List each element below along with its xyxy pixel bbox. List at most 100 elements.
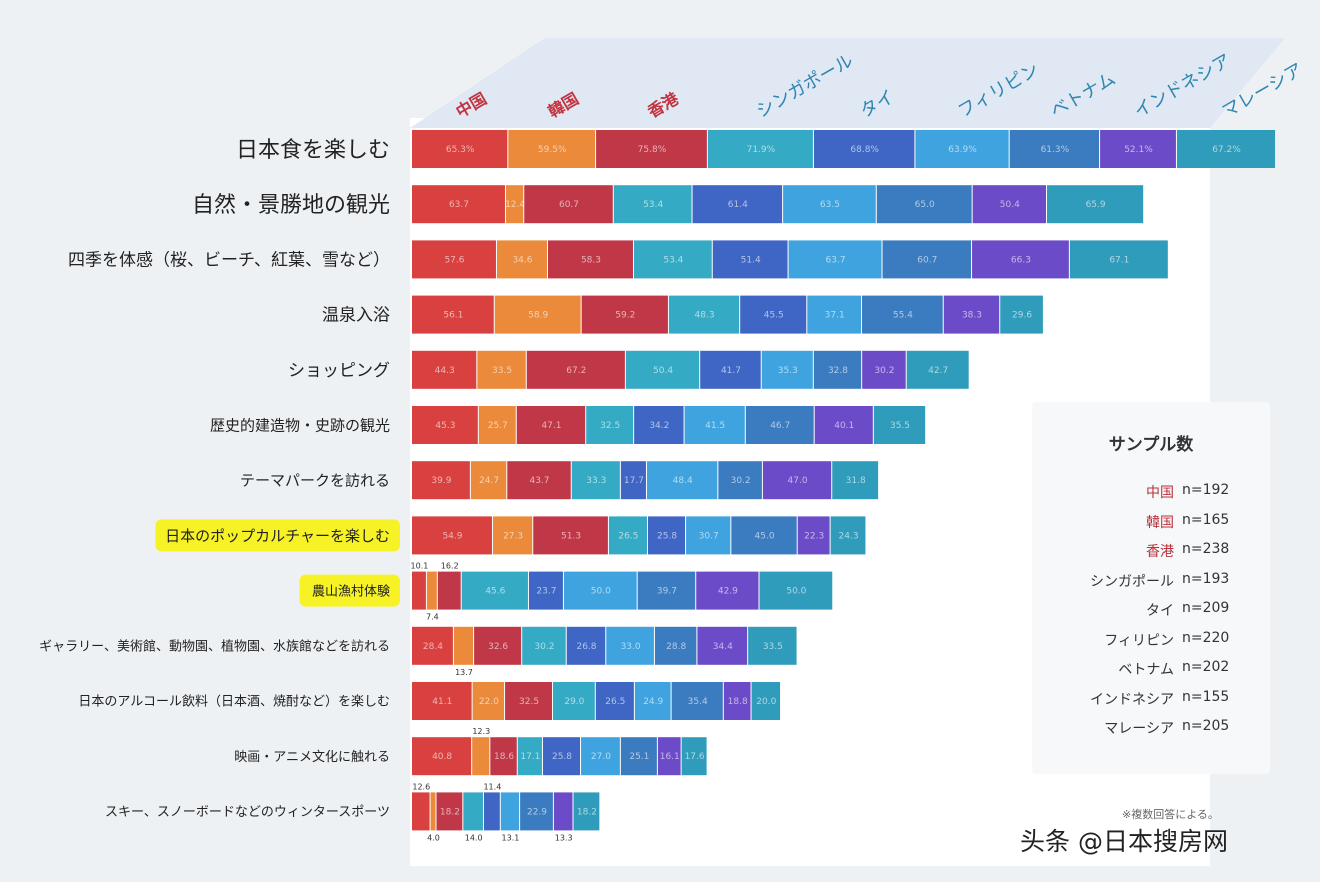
- data-label: 22.3: [804, 531, 824, 541]
- data-label: 58.3: [581, 255, 601, 265]
- data-label: 13.1: [502, 833, 520, 842]
- bar-segment: [634, 682, 671, 720]
- data-label: 51.4: [741, 255, 761, 265]
- bar-segment: [412, 406, 478, 444]
- bar-segment: [862, 350, 906, 389]
- bar-segment: [637, 571, 696, 610]
- data-label: 57.6: [444, 255, 464, 265]
- bar-segment: [972, 185, 1046, 224]
- data-label: 51.3: [561, 531, 581, 541]
- bar-segment: [648, 516, 686, 555]
- bar-segment: [571, 461, 620, 500]
- bar-segment: [412, 350, 477, 389]
- data-label: 12.6: [412, 782, 430, 791]
- data-label: 50.4: [653, 366, 673, 376]
- bar-segment: [563, 571, 637, 610]
- data-label: 32.8: [828, 366, 848, 376]
- bar-segment: [745, 406, 814, 444]
- bar-segment: [507, 461, 571, 500]
- bar-segment: [581, 737, 620, 776]
- data-label: 58.9: [528, 311, 548, 321]
- data-label: 45.6: [485, 587, 505, 597]
- data-label: 47.1: [541, 421, 561, 431]
- data-label: 39.7: [657, 587, 677, 597]
- data-label: 50.4: [1000, 200, 1020, 210]
- bar-segment: [634, 406, 684, 444]
- data-label: 63.9%: [948, 145, 977, 155]
- data-label: 25.8: [657, 531, 677, 541]
- category-label: 日本のアルコール飲料（日本酒、焼酎など）を楽しむ: [78, 694, 390, 710]
- data-label: 47.0: [788, 476, 808, 486]
- category-label: スキー、スノーボードなどのウィンタースポーツ: [105, 805, 390, 820]
- bar-segment: [1009, 130, 1100, 168]
- data-label: 32.6: [488, 642, 508, 652]
- data-label: 17.1: [520, 752, 540, 762]
- data-label: 45.0: [755, 531, 775, 541]
- bar-segment: [478, 406, 516, 444]
- data-label: 11.4: [483, 782, 501, 791]
- data-label: 67.2%: [1212, 145, 1241, 155]
- data-label: 67.1: [1109, 255, 1129, 265]
- bar-segment: [625, 350, 700, 389]
- bar-segment: [606, 626, 654, 665]
- category-label: 日本のポップカルチャーを楽しむ: [165, 527, 390, 545]
- data-label: 53.4: [663, 255, 683, 265]
- bar-segment: [731, 516, 797, 555]
- data-label: 23.7: [536, 587, 556, 597]
- bar-segment: [472, 737, 490, 776]
- data-label: 18.2: [440, 807, 460, 817]
- legend-item: タイ n=209: [1032, 600, 1270, 626]
- data-label: 17.7: [624, 476, 644, 486]
- legend-count: n=193: [1182, 570, 1230, 587]
- bar-segment: [566, 626, 606, 665]
- data-label: 12.3: [472, 727, 490, 736]
- data-label: 32.5: [519, 697, 539, 707]
- header-band: [410, 38, 1285, 128]
- data-label: 66.3: [1011, 255, 1031, 265]
- data-label: 24.3: [839, 531, 859, 541]
- bar-segment: [595, 682, 634, 720]
- data-label: 38.3: [962, 311, 982, 321]
- data-label: 33.3: [586, 476, 606, 486]
- data-label: 40.8: [432, 752, 452, 762]
- bar-segment: [412, 130, 508, 168]
- data-label: 30.2: [731, 476, 751, 486]
- bar-segment: [412, 185, 505, 224]
- bar-segment: [412, 461, 470, 500]
- data-label: 46.7: [770, 421, 790, 431]
- bar-segment: [613, 185, 692, 224]
- data-label: 55.4: [893, 311, 913, 321]
- bar-segment: [492, 516, 533, 555]
- data-label: 50.0: [786, 587, 806, 597]
- category-label: 日本食を楽しむ: [236, 138, 390, 163]
- legend-item: 香港 n=238: [1032, 541, 1270, 567]
- bar-segment: [723, 682, 751, 720]
- category-label: 農山漁村体験: [312, 584, 390, 599]
- bar-segment: [692, 185, 783, 224]
- bar-segment: [412, 516, 492, 555]
- bar-segment: [700, 350, 761, 389]
- bar-segment: [807, 295, 862, 334]
- bar-row: 日本食を楽しむ 65.3% 59.5% 75.8% 71.9% 68.8% 63.9% 61.…: [236, 130, 1276, 168]
- bar-segment: [483, 792, 500, 831]
- legend-count: n=165: [1182, 511, 1230, 528]
- data-label: 32.5: [600, 421, 620, 431]
- category-label: テーマパークを訪れる: [240, 472, 390, 490]
- bar-segment: [453, 626, 474, 665]
- bar-segment: [553, 792, 573, 831]
- data-label: 48.3: [695, 311, 715, 321]
- data-label: 31.8: [846, 476, 866, 486]
- bar-segment: [707, 130, 813, 168]
- bar-segment: [520, 792, 553, 831]
- bar-segment: [620, 461, 646, 500]
- data-label: 18.6: [494, 752, 514, 762]
- category-label: 歴史的建造物・史跡の観光: [210, 416, 390, 434]
- data-label: 43.7: [529, 476, 549, 486]
- data-label: 22.9: [527, 807, 547, 817]
- category-label: ショッピング: [288, 361, 390, 381]
- bar-segment: [762, 461, 832, 500]
- bar-segment: [516, 406, 586, 444]
- bar-segment: [830, 516, 866, 555]
- data-label: 27.0: [591, 752, 611, 762]
- data-label: 30.2: [874, 366, 894, 376]
